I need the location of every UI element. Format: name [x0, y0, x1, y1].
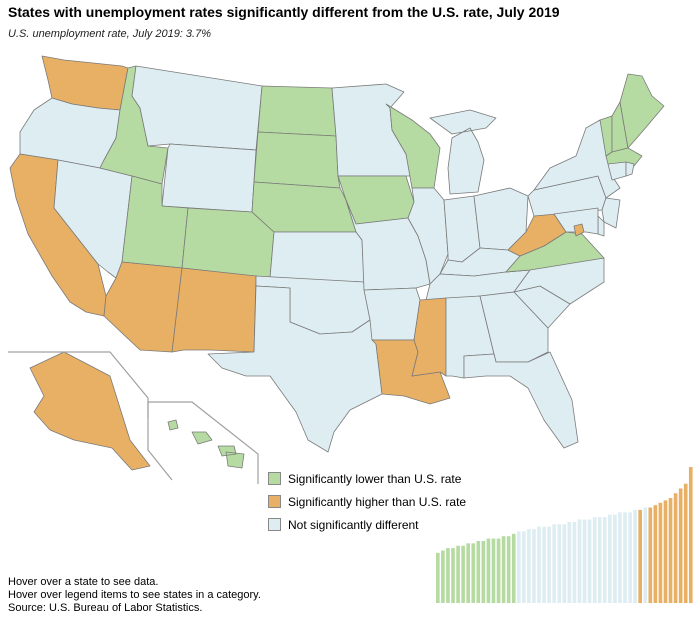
rank-bar[interactable]: [628, 512, 632, 603]
state-maine[interactable]: [619, 73, 665, 149]
rank-bar[interactable]: [572, 521, 577, 603]
rank-bar[interactable]: [552, 524, 557, 603]
legend-label-lower: Significantly lower than U.S. rate: [288, 471, 462, 486]
rank-bar[interactable]: [542, 526, 546, 603]
rank-bar[interactable]: [496, 538, 501, 603]
legend-swatch-notsig: [268, 518, 281, 531]
rank-strip-chart: [436, 467, 693, 603]
legend-item-higher[interactable]: Significantly higher than U.S. rate: [268, 490, 466, 513]
rank-bar[interactable]: [471, 543, 476, 603]
legend-label-notsig: Not significantly different: [288, 517, 419, 532]
rank-bar[interactable]: [688, 467, 693, 603]
rank-bar[interactable]: [486, 538, 491, 603]
state-south-dakota[interactable]: [253, 131, 341, 189]
rank-bar[interactable]: [446, 548, 450, 603]
rank-bar[interactable]: [683, 483, 688, 603]
state-florida[interactable]: [463, 351, 579, 449]
state-montana[interactable]: [131, 65, 263, 151]
state-hawaii[interactable]: [167, 419, 245, 469]
rank-bar[interactable]: [491, 538, 496, 603]
state-nebraska[interactable]: [251, 181, 357, 233]
rank-bar[interactable]: [597, 517, 602, 603]
inset-frames: [8, 351, 259, 484]
state-kansas[interactable]: [269, 231, 365, 283]
rank-bar[interactable]: [648, 507, 653, 603]
rank-bar[interactable]: [623, 512, 627, 603]
rank-bar[interactable]: [658, 502, 663, 603]
rank-bar[interactable]: [567, 521, 572, 603]
state-wyoming[interactable]: [161, 143, 257, 213]
rank-bar[interactable]: [678, 488, 683, 603]
rank-bar[interactable]: [532, 529, 536, 603]
source-note: Source: U.S. Bureau of Labor Statistics.: [8, 602, 203, 614]
rank-bar[interactable]: [527, 529, 531, 603]
rank-bar[interactable]: [476, 540, 481, 603]
rank-bar[interactable]: [673, 493, 678, 603]
page-title: States with unemployment rates significa…: [8, 4, 560, 20]
state-alaska[interactable]: [29, 351, 151, 471]
rank-bar[interactable]: [618, 512, 622, 603]
state-maryland[interactable]: [553, 207, 599, 235]
rank-bar[interactable]: [441, 550, 445, 603]
rank-bar[interactable]: [633, 509, 637, 603]
rank-bar[interactable]: [608, 514, 612, 603]
state-texas[interactable]: [207, 285, 383, 453]
rank-bar[interactable]: [613, 514, 617, 603]
rank-bar[interactable]: [522, 531, 526, 603]
legend-swatch-higher: [268, 495, 281, 508]
rank-bar[interactable]: [547, 526, 551, 603]
rank-bar[interactable]: [582, 519, 587, 603]
hawaii-inset-frame: [147, 402, 173, 481]
rank-bar[interactable]: [506, 536, 511, 603]
rank-bar[interactable]: [643, 507, 648, 603]
legend: Significantly lower than U.S. rate Signi…: [268, 467, 466, 536]
state-district-of-columbia[interactable]: [573, 223, 585, 237]
rank-bar[interactable]: [668, 498, 673, 603]
legend-item-lower[interactable]: Significantly lower than U.S. rate: [268, 467, 466, 490]
rank-bar[interactable]: [562, 524, 567, 603]
hover-legend-note: Hover over legend items to see states in…: [8, 589, 261, 601]
rank-bar[interactable]: [501, 536, 506, 603]
states-layer: [9, 55, 665, 471]
state-rhode-island[interactable]: [625, 161, 635, 177]
rank-bar[interactable]: [653, 505, 658, 603]
rank-bar[interactable]: [557, 524, 562, 603]
rank-bar[interactable]: [587, 519, 592, 603]
rank-bar[interactable]: [436, 552, 440, 603]
rank-bar[interactable]: [461, 545, 465, 603]
rank-bar[interactable]: [638, 509, 643, 603]
legend-item-notsig[interactable]: Not significantly different: [268, 513, 466, 536]
rank-bar[interactable]: [451, 548, 455, 603]
legend-swatch-lower: [268, 472, 281, 485]
state-arkansas[interactable]: [363, 287, 421, 341]
rank-bar[interactable]: [537, 526, 541, 603]
rank-bar[interactable]: [663, 500, 668, 603]
state-new-mexico[interactable]: [171, 267, 257, 353]
rank-bar[interactable]: [456, 545, 460, 603]
legend-label-higher: Significantly higher than U.S. rate: [288, 494, 467, 509]
hover-state-note: Hover over a state to see data.: [8, 576, 159, 588]
rank-bar[interactable]: [511, 533, 516, 603]
state-michigan[interactable]: [429, 109, 497, 195]
page-subtitle: U.S. unemployment rate, July 2019: 3.7%: [8, 28, 211, 40]
rank-bar[interactable]: [466, 543, 471, 603]
rank-bar[interactable]: [577, 519, 582, 603]
state-north-dakota[interactable]: [257, 85, 337, 137]
rank-bar[interactable]: [516, 531, 521, 603]
rank-bar[interactable]: [602, 517, 607, 603]
rank-bar[interactable]: [481, 540, 486, 603]
rank-bar[interactable]: [592, 517, 597, 603]
state-new-jersey[interactable]: [601, 197, 621, 229]
footer-notes: Hover over a state to see data. Hover ov…: [8, 576, 261, 615]
